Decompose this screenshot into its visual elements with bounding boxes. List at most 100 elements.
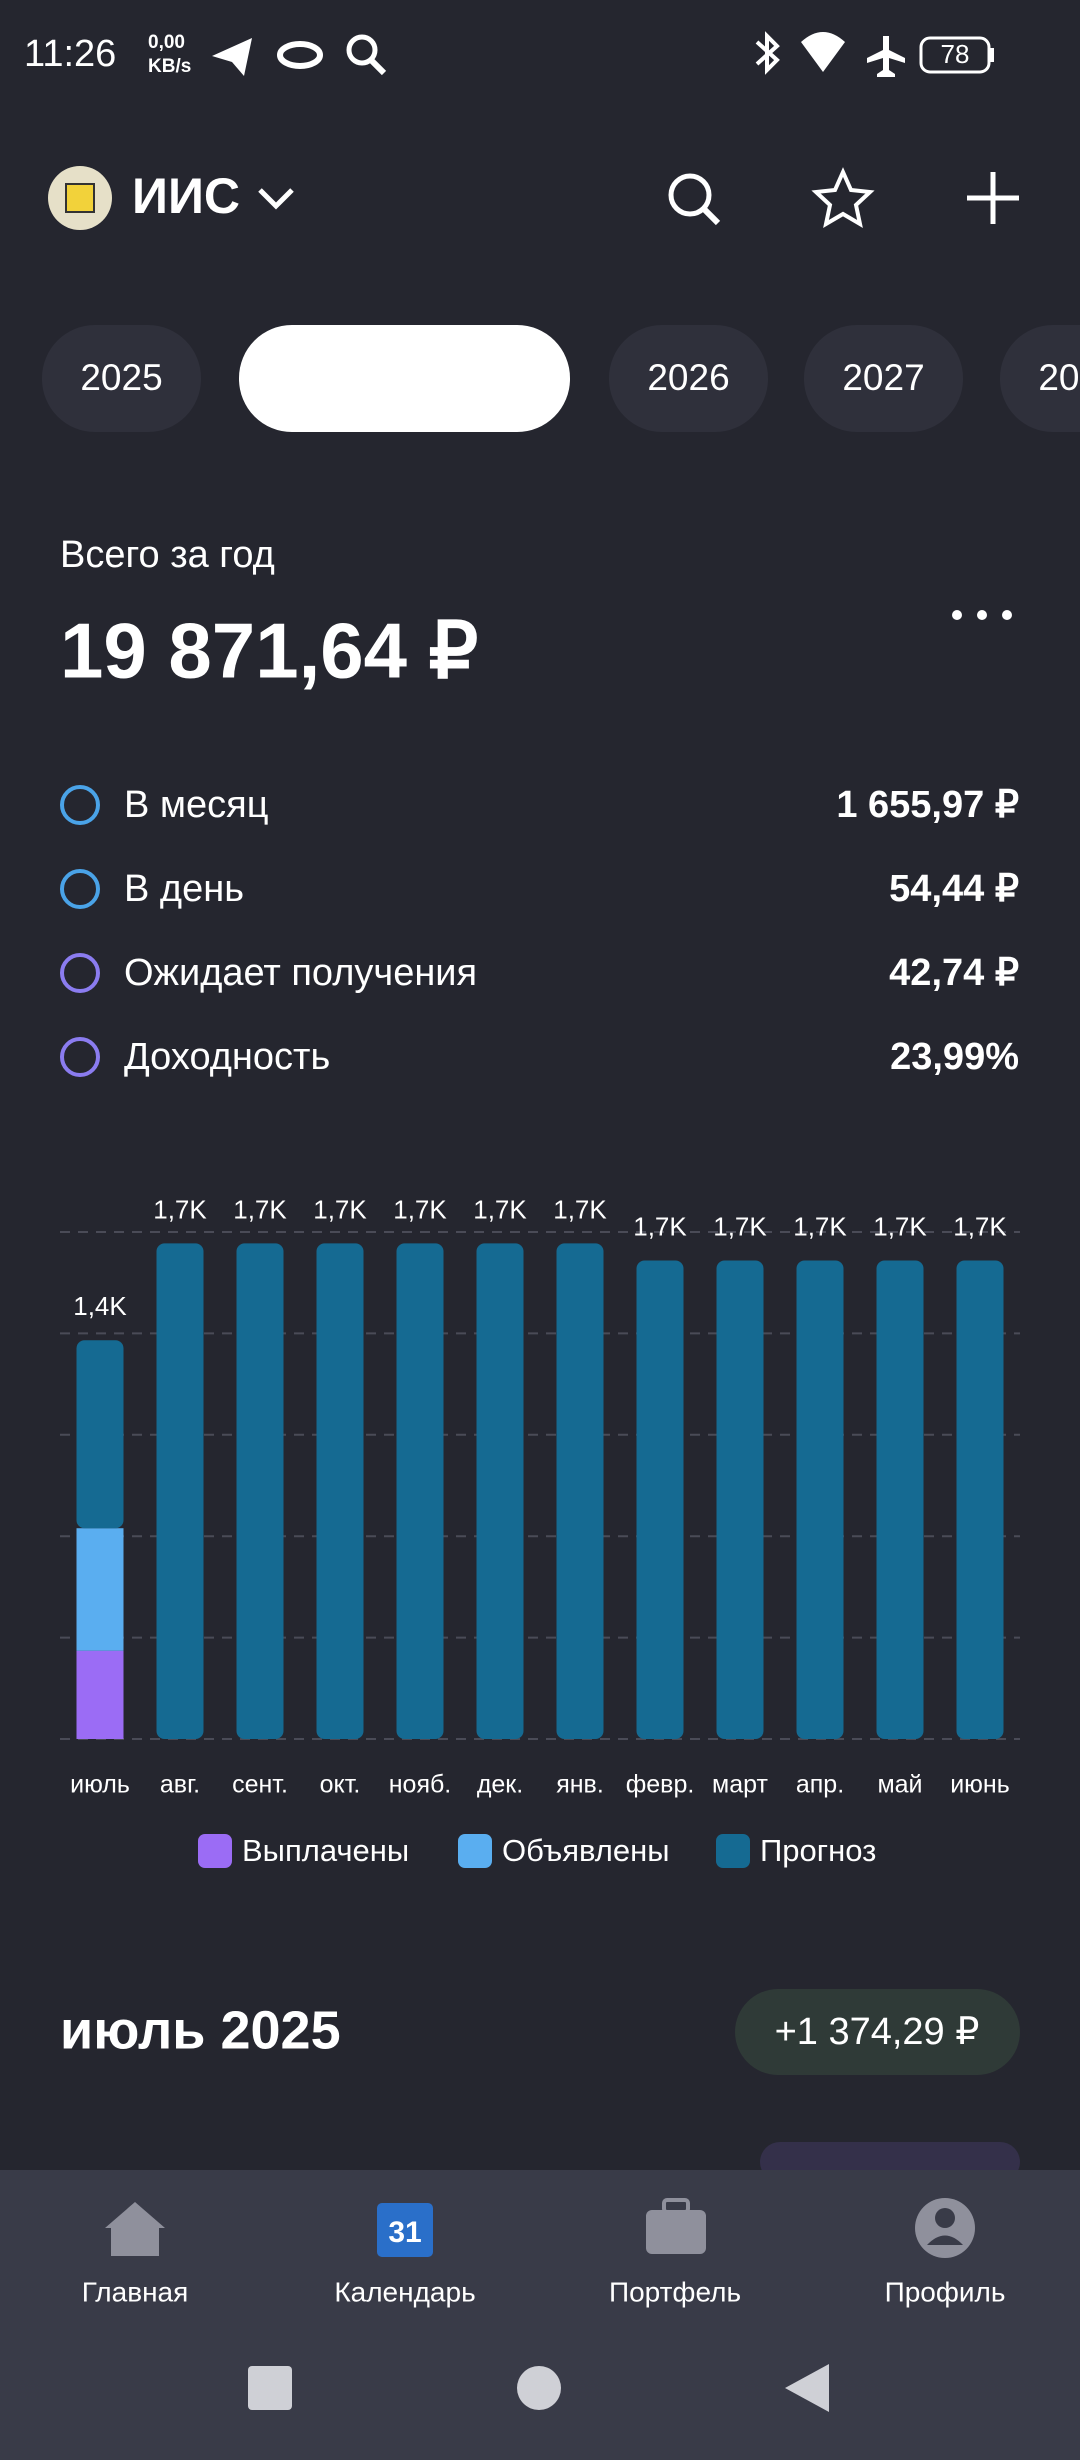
nav-label[interactable]: Главная: [82, 2276, 189, 2307]
legend-label: Прогноз: [760, 1833, 876, 1868]
year-tab[interactable]: [609, 325, 768, 432]
x-tick-label: авг.: [160, 1771, 200, 1799]
row-value: 54,44 ₽: [889, 868, 1019, 910]
bar-total-label: 1,7K: [473, 1194, 527, 1224]
row-label: В день: [124, 868, 244, 910]
home-button[interactable]: [517, 2366, 561, 2410]
bar-total-label: 1,7K: [393, 1194, 447, 1224]
row-indicator: [60, 785, 100, 825]
bar-segment: [796, 1260, 844, 1739]
nav-label[interactable]: Профиль: [885, 2276, 1006, 2307]
row-label: Доходность: [124, 1036, 330, 1078]
portfolio-icon[interactable]: [646, 2210, 706, 2254]
net-unit: KB/s: [148, 56, 191, 77]
calendar-icon[interactable]: [377, 2203, 433, 2257]
year-tab[interactable]: [1000, 325, 1080, 432]
bar-total-label: 1,7K: [313, 1194, 367, 1224]
bar-segment: [556, 1243, 604, 1739]
x-tick-label: май: [877, 1771, 922, 1799]
status-time: 11:26: [24, 33, 116, 75]
bar-total-label: 1,7K: [153, 1194, 207, 1224]
bluetooth-icon: [755, 31, 780, 75]
recents-button[interactable]: [248, 2366, 292, 2410]
x-tick-label: июнь: [950, 1771, 1010, 1799]
search-status-icon: [346, 34, 378, 66]
bar-segment: [156, 1243, 204, 1739]
row-value: 42,74 ₽: [889, 952, 1019, 994]
month-amount-pill: [735, 1989, 1020, 2075]
account-logo: [65, 183, 95, 213]
total-label: Всего за год: [60, 534, 275, 576]
airplane-icon: [867, 36, 905, 77]
bar-total-label: 1,7K: [633, 1211, 687, 1241]
x-tick-label: янв.: [556, 1771, 604, 1799]
portfolio-icon[interactable]: [662, 2198, 690, 2214]
row-indicator: [60, 953, 100, 993]
bar-segment: [76, 1340, 124, 1529]
favorite-button[interactable]: [811, 167, 875, 229]
month-amount: +1 374,29 ₽: [775, 2011, 980, 2053]
legend-swatch: [458, 1834, 492, 1868]
bar-total-label: 1,4K: [73, 1291, 127, 1321]
calendar-day[interactable]: 31: [388, 2216, 421, 2249]
home-icon[interactable]: [105, 2202, 165, 2256]
year-tab[interactable]: [42, 325, 201, 432]
more-button[interactable]: [952, 610, 1012, 620]
profile-icon[interactable]: [927, 2235, 963, 2246]
x-tick-label: февр.: [626, 1771, 695, 1799]
search-status-icon: [368, 57, 387, 76]
back-button[interactable]: [785, 2364, 829, 2412]
row-value: 23,99%: [890, 1036, 1019, 1078]
month-title: июль 2025: [60, 2000, 341, 2060]
more-dot[interactable]: [1002, 610, 1012, 620]
search-button[interactable]: [668, 173, 712, 217]
bottom-nav: [0, 2170, 1080, 2460]
bar-segment: [396, 1243, 444, 1739]
bar-segment: [76, 1528, 124, 1651]
bar-segment: [236, 1243, 284, 1739]
net-speed: 0,00: [148, 32, 185, 53]
total-value: 19 871,64 ₽: [60, 607, 478, 695]
bar-total-label: 1,7K: [233, 1194, 287, 1224]
nav-label[interactable]: Календарь: [334, 2276, 475, 2307]
profile-icon[interactable]: [935, 2208, 955, 2228]
legend-swatch: [198, 1834, 232, 1868]
bar-total-label: 1,7K: [713, 1211, 767, 1241]
bar-total-label: 1,7K: [953, 1211, 1007, 1241]
bar-total-label: 1,7K: [873, 1211, 927, 1241]
x-tick-label: нояб.: [389, 1771, 452, 1799]
add-button[interactable]: [967, 172, 1019, 224]
account-title[interactable]: ИИС: [132, 168, 240, 224]
row-label: В месяц: [124, 784, 269, 826]
year-tab-label[interactable]: 2025: [80, 357, 162, 398]
legend-label: Объявлены: [502, 1833, 670, 1868]
nav-label[interactable]: Портфель: [609, 2276, 741, 2307]
bar-segment: [476, 1243, 524, 1739]
battery-icon: [989, 48, 994, 62]
bar-segment: [716, 1260, 764, 1739]
bar-segment: [76, 1650, 124, 1739]
x-tick-label: окт.: [320, 1771, 361, 1799]
dropdown-arrow[interactable]: [258, 188, 294, 210]
legend-label: Выплачены: [242, 1833, 409, 1868]
year-tab-label[interactable]: 2027: [842, 357, 924, 398]
year-tab[interactable]: [239, 325, 570, 432]
row-indicator: [60, 1037, 100, 1077]
year-tab-label[interactable]: 2028: [1038, 357, 1080, 398]
search-button[interactable]: [701, 206, 721, 226]
bar-segment: [316, 1243, 364, 1739]
year-tab-label[interactable]: На год вперед: [282, 357, 526, 398]
bar-segment: [876, 1260, 924, 1739]
year-tab-label[interactable]: 2026: [647, 357, 729, 398]
bar-total-label: 1,7K: [793, 1211, 847, 1241]
x-tick-label: июль: [70, 1771, 130, 1799]
row-indicator: [60, 869, 100, 909]
year-tab[interactable]: [804, 325, 963, 432]
more-dot[interactable]: [977, 610, 987, 620]
x-tick-label: сент.: [232, 1771, 288, 1799]
legend-swatch: [716, 1834, 750, 1868]
battery-level: 78: [941, 39, 970, 69]
more-dot[interactable]: [952, 610, 962, 620]
